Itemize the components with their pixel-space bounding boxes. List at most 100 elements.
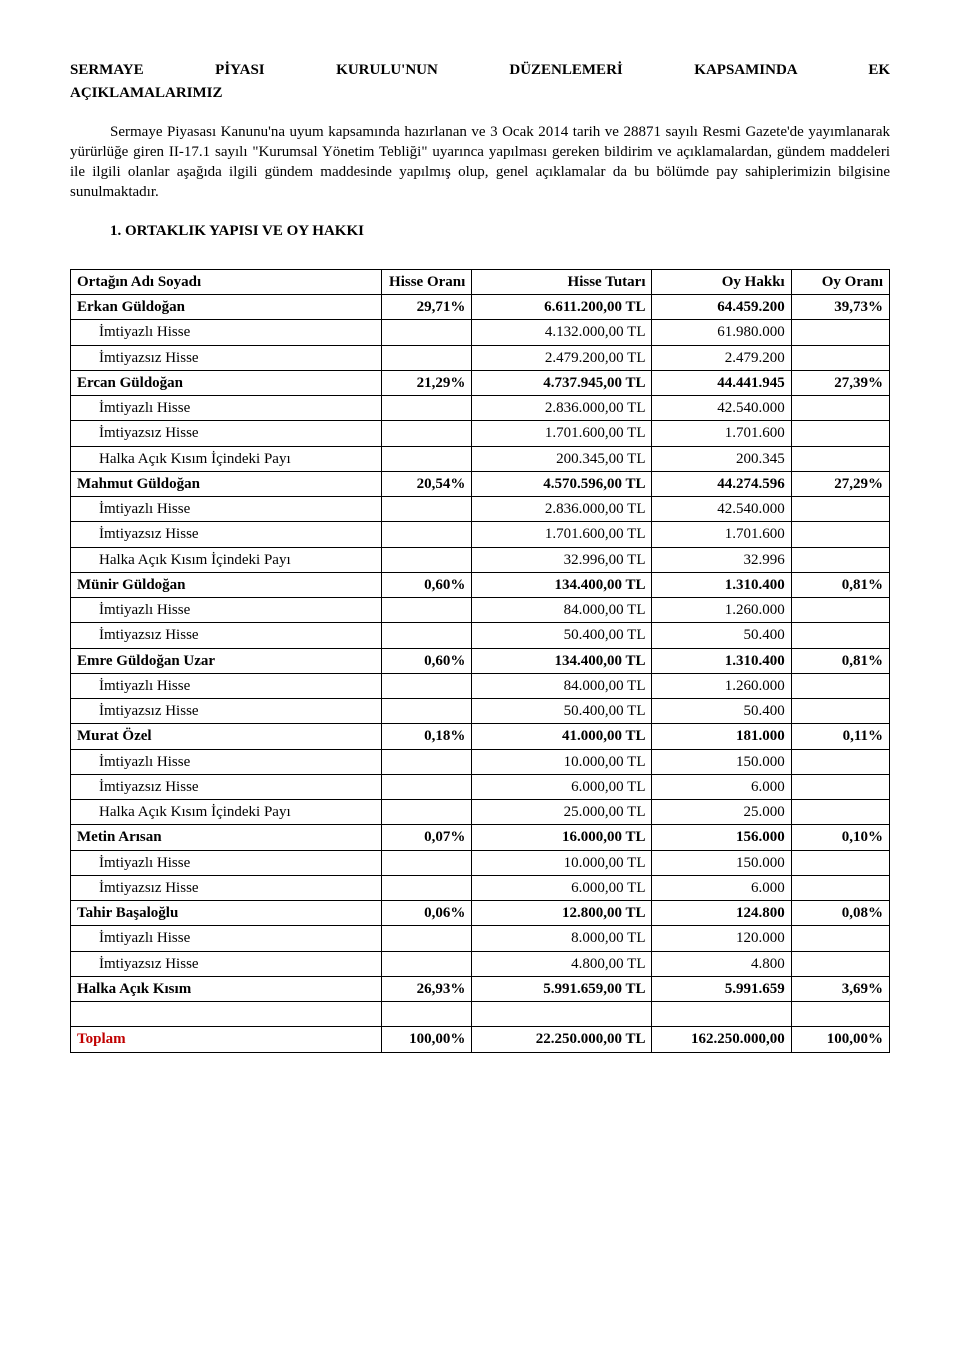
cell-name: Emre Güldoğan Uzar xyxy=(71,648,382,673)
table-row: Münir Güldoğan0,60%134.400,00 TL1.310.40… xyxy=(71,572,890,597)
cell-amt: 4.800,00 TL xyxy=(472,951,652,976)
cell-name: İmtiyazlı Hisse xyxy=(71,497,382,522)
cell-hak: 1.260.000 xyxy=(652,598,791,623)
table-row: Toplam100,00%22.250.000,00 TL162.250.000… xyxy=(71,1027,890,1052)
cell-name: Halka Açık Kısım İçindeki Payı xyxy=(71,547,382,572)
cell-oy xyxy=(791,320,889,345)
cell-pct xyxy=(382,598,472,623)
cell-pct xyxy=(382,345,472,370)
cell-oy xyxy=(791,598,889,623)
cell-oy: 0,10% xyxy=(791,825,889,850)
col-header-pct: Hisse Oranı xyxy=(382,269,472,294)
cell-hak: 32.996 xyxy=(652,547,791,572)
cell-name: İmtiyazlı Hisse xyxy=(71,749,382,774)
cell-amt: 1.701.600,00 TL xyxy=(472,421,652,446)
doc-title-line2: AÇIKLAMALARIMIZ xyxy=(70,83,890,103)
cell-oy xyxy=(791,345,889,370)
cell-amt: 16.000,00 TL xyxy=(472,825,652,850)
cell-pct: 0,18% xyxy=(382,724,472,749)
cell-name: İmtiyazlı Hisse xyxy=(71,320,382,345)
cell-hak: 1.310.400 xyxy=(652,572,791,597)
cell-oy xyxy=(791,396,889,421)
cell-amt: 5.991.659,00 TL xyxy=(472,976,652,1001)
cell-amt: 4.737.945,00 TL xyxy=(472,370,652,395)
cell-name: Toplam xyxy=(71,1027,382,1052)
cell-oy xyxy=(791,547,889,572)
cell-hak: 200.345 xyxy=(652,446,791,471)
table-row: İmtiyazsız Hisse50.400,00 TL50.400 xyxy=(71,623,890,648)
cell-oy xyxy=(791,673,889,698)
cell-name: İmtiyazlı Hisse xyxy=(71,396,382,421)
cell-pct xyxy=(382,875,472,900)
table-row: Metin Arısan0,07%16.000,00 TL156.0000,10… xyxy=(71,825,890,850)
table-row: İmtiyazlı Hisse2.836.000,00 TL42.540.000 xyxy=(71,497,890,522)
cell-amt: 6.000,00 TL xyxy=(472,875,652,900)
table-row: Mahmut Güldoğan20,54%4.570.596,00 TL44.2… xyxy=(71,471,890,496)
cell-amt: 84.000,00 TL xyxy=(472,673,652,698)
cell-oy xyxy=(791,951,889,976)
cell-hak: 1.260.000 xyxy=(652,673,791,698)
table-row: İmtiyazlı Hisse84.000,00 TL1.260.000 xyxy=(71,673,890,698)
cell-name: İmtiyazsız Hisse xyxy=(71,345,382,370)
table-row: İmtiyazsız Hisse2.479.200,00 TL2.479.200 xyxy=(71,345,890,370)
table-row: İmtiyazlı Hisse4.132.000,00 TL61.980.000 xyxy=(71,320,890,345)
col-header-amt: Hisse Tutarı xyxy=(472,269,652,294)
cell-amt: 22.250.000,00 TL xyxy=(472,1027,652,1052)
cell-hak: 44.274.596 xyxy=(652,471,791,496)
cell-amt: 134.400,00 TL xyxy=(472,648,652,673)
cell-name: İmtiyazlı Hisse xyxy=(71,850,382,875)
cell-hak: 150.000 xyxy=(652,749,791,774)
cell-amt: 6.611.200,00 TL xyxy=(472,295,652,320)
cell-pct xyxy=(382,926,472,951)
table-row: Halka Açık Kısım İçindeki Payı32.996,00 … xyxy=(71,547,890,572)
cell-name: Metin Arısan xyxy=(71,825,382,850)
table-row xyxy=(71,1002,890,1027)
cell-hak: 5.991.659 xyxy=(652,976,791,1001)
cell-amt: 4.132.000,00 TL xyxy=(472,320,652,345)
cell-pct xyxy=(382,749,472,774)
cell-name: İmtiyazsız Hisse xyxy=(71,623,382,648)
cell-pct xyxy=(382,547,472,572)
table-row: İmtiyazsız Hisse6.000,00 TL6.000 xyxy=(71,774,890,799)
cell-hak: 4.800 xyxy=(652,951,791,976)
cell-pct: 20,54% xyxy=(382,471,472,496)
cell-amt: 50.400,00 TL xyxy=(472,699,652,724)
col-header-oy: Oy Oranı xyxy=(791,269,889,294)
cell-oy xyxy=(791,749,889,774)
cell-pct: 0,07% xyxy=(382,825,472,850)
cell-pct xyxy=(382,421,472,446)
cell-pct: 26,93% xyxy=(382,976,472,1001)
cell-amt: 2.836.000,00 TL xyxy=(472,497,652,522)
cell-amt: 84.000,00 TL xyxy=(472,598,652,623)
cell-pct: 0,60% xyxy=(382,572,472,597)
cell-oy: 0,81% xyxy=(791,572,889,597)
cell-pct xyxy=(382,320,472,345)
section-heading: 1. ORTAKLIK YAPISI VE OY HAKKI xyxy=(70,221,890,241)
cell-pct xyxy=(382,850,472,875)
cell-pct xyxy=(382,522,472,547)
cell-name: Erkan Güldoğan xyxy=(71,295,382,320)
cell-oy: 3,69% xyxy=(791,976,889,1001)
table-row: Halka Açık Kısım26,93%5.991.659,00 TL5.9… xyxy=(71,976,890,1001)
shareholders-table: Ortağın Adı Soyadı Hisse Oranı Hisse Tut… xyxy=(70,269,890,1053)
cell-hak: 150.000 xyxy=(652,850,791,875)
cell-oy xyxy=(791,446,889,471)
cell-hak: 50.400 xyxy=(652,699,791,724)
table-row: Ercan Güldoğan21,29%4.737.945,00 TL44.44… xyxy=(71,370,890,395)
cell-amt: 10.000,00 TL xyxy=(472,749,652,774)
cell-name: İmtiyazsız Hisse xyxy=(71,875,382,900)
cell-oy xyxy=(791,850,889,875)
cell-name: İmtiyazlı Hisse xyxy=(71,926,382,951)
cell-hak: 6.000 xyxy=(652,774,791,799)
cell-hak: 181.000 xyxy=(652,724,791,749)
table-row: İmtiyazsız Hisse6.000,00 TL6.000 xyxy=(71,875,890,900)
table-row: Erkan Güldoğan29,71%6.611.200,00 TL64.45… xyxy=(71,295,890,320)
cell-pct xyxy=(382,774,472,799)
cell-amt: 8.000,00 TL xyxy=(472,926,652,951)
table-row: Emre Güldoğan Uzar0,60%134.400,00 TL1.31… xyxy=(71,648,890,673)
cell-oy: 39,73% xyxy=(791,295,889,320)
cell-hak: 120.000 xyxy=(652,926,791,951)
cell-oy xyxy=(791,774,889,799)
cell-oy xyxy=(791,522,889,547)
table-row: İmtiyazlı Hisse10.000,00 TL150.000 xyxy=(71,850,890,875)
